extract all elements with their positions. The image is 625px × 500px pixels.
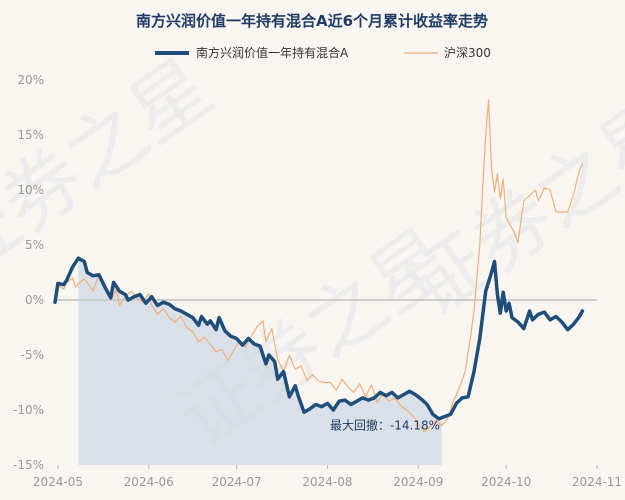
y-tick-label: 0%: [25, 293, 44, 307]
legend-label-index: 沪深300: [444, 46, 491, 60]
y-tick-label: 15%: [17, 128, 44, 142]
drawdown-area: [78, 258, 442, 465]
y-tick-label: -5%: [21, 348, 44, 362]
x-tick-label: 2024-11: [572, 475, 622, 489]
y-axis: 20% 15% 10% 5% 0% -5% -10% -15%: [13, 73, 44, 472]
x-tick-label: 2024-09: [393, 475, 443, 489]
legend: 南方兴润价值一年持有混合A 沪深300: [155, 45, 491, 60]
x-tick-label: 2024-08: [302, 475, 352, 489]
legend-label-fund: 南方兴润价值一年持有混合A: [196, 45, 349, 60]
x-tick-label: 2024-05: [33, 475, 83, 489]
y-tick-label: 5%: [25, 238, 44, 252]
x-tick-label: 2024-10: [481, 475, 531, 489]
chart-title: 南方兴润价值一年持有混合A近6个月累计收益率走势: [136, 12, 488, 30]
watermark-text: 证券之星: [391, 82, 625, 335]
y-tick-label: -10%: [13, 403, 44, 417]
series-line-fund: [53, 256, 585, 421]
plot-area: 最大回撤：-14.18%: [53, 99, 597, 465]
max-drawdown-label: 最大回撤：-14.18%: [330, 417, 440, 432]
y-tick-label: 10%: [17, 183, 44, 197]
y-tick-label: -15%: [13, 458, 44, 472]
x-tick-label: 2024-07: [212, 475, 262, 489]
y-tick-label: 20%: [17, 73, 44, 87]
x-axis: 2024-05 2024-06 2024-07 2024-08 2024-09 2024-…: [33, 465, 622, 489]
x-tick-label: 2024-06: [124, 475, 174, 489]
